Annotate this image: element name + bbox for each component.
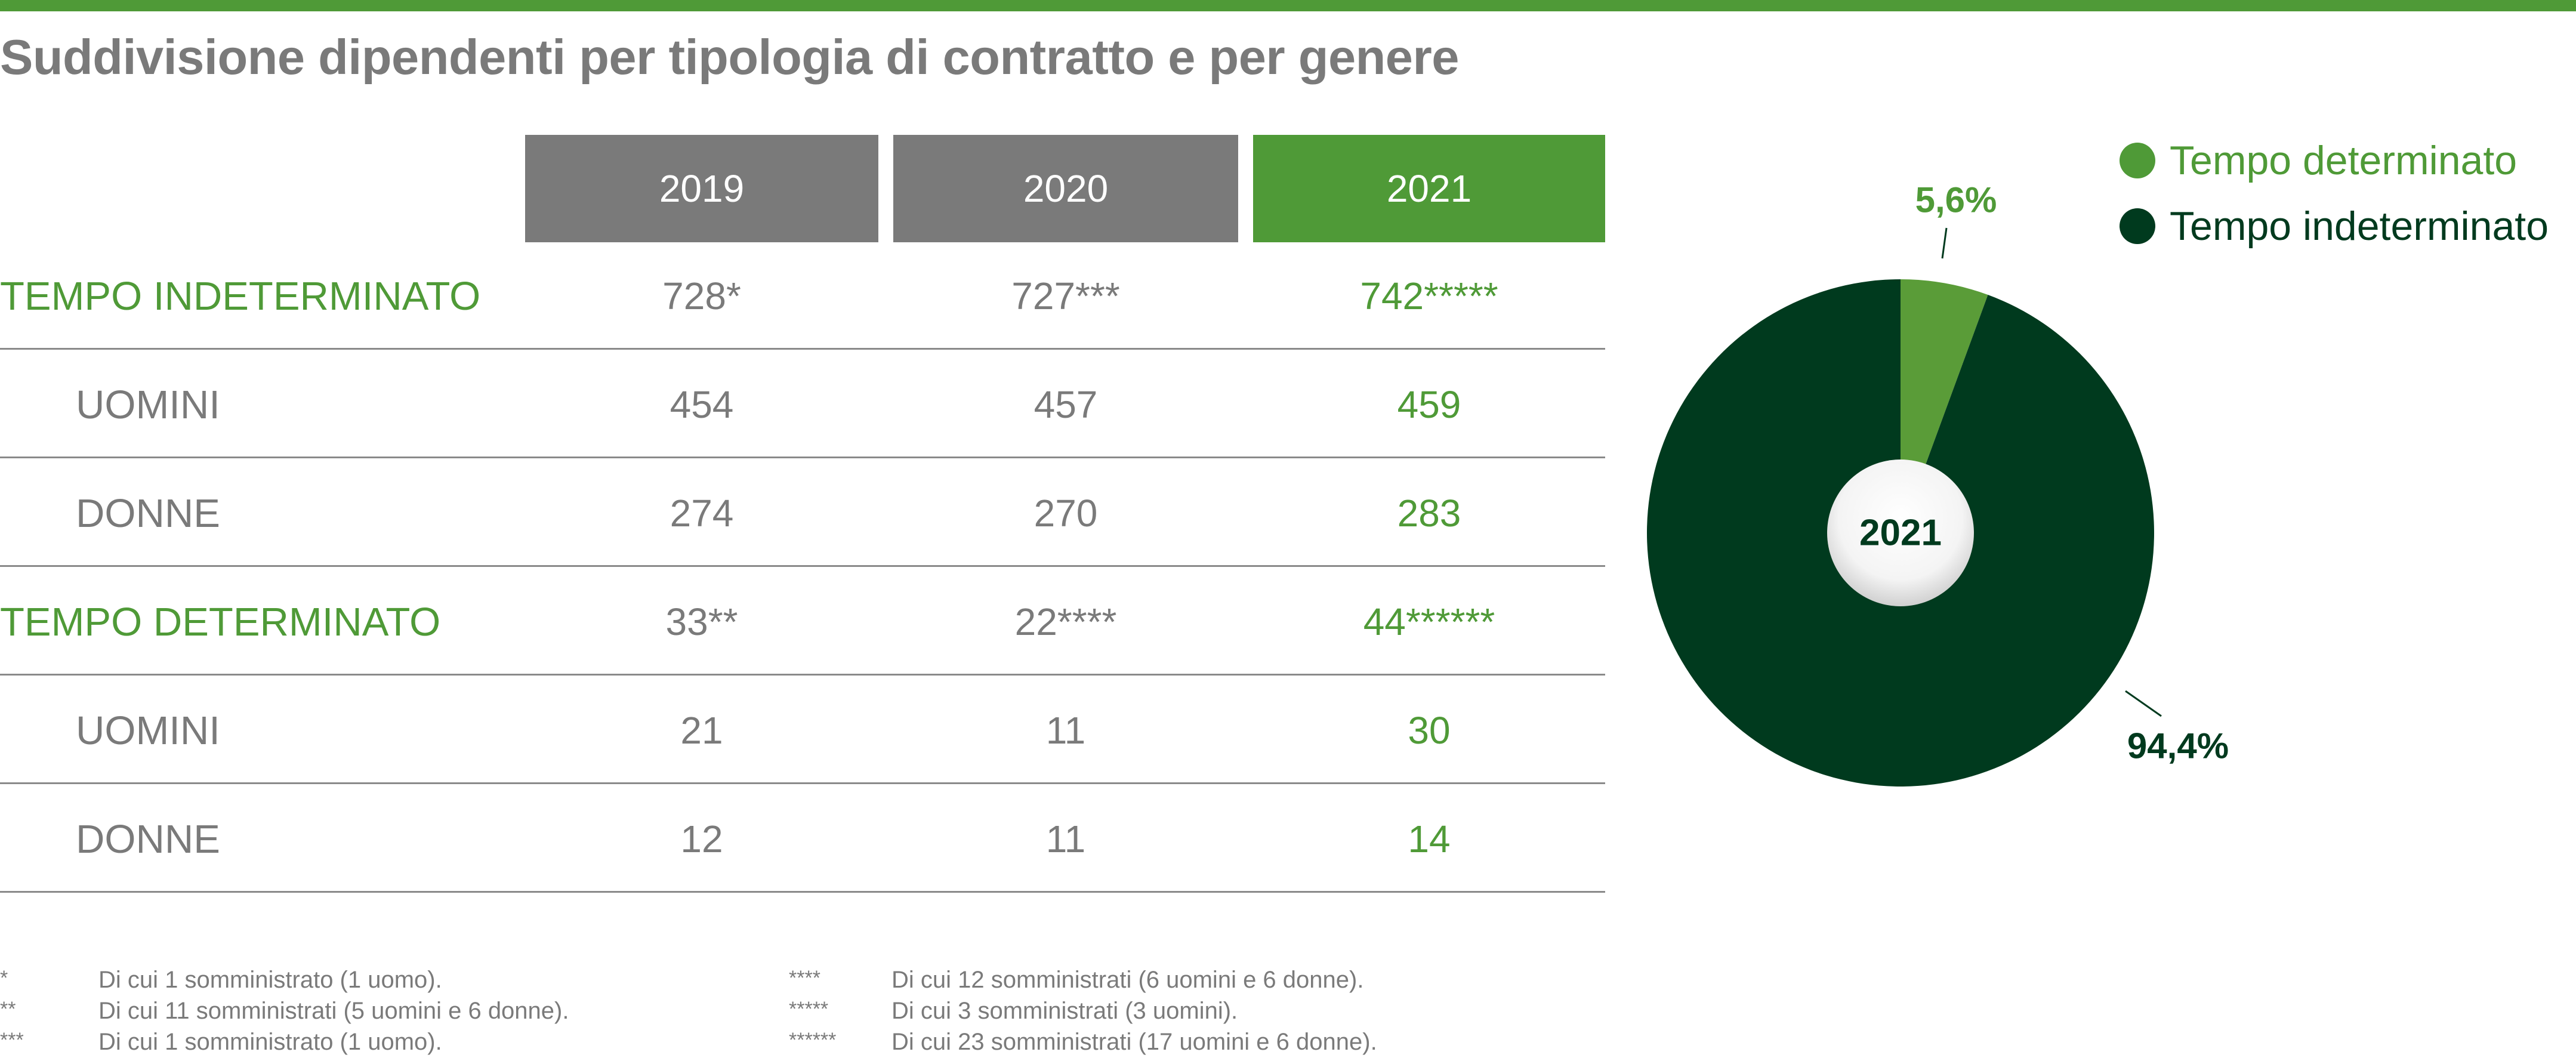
table-row: DONNE 274 270 283 (0, 459, 1605, 567)
footnote-text: Di cui 3 somministrati (3 uomini). (891, 998, 1238, 1024)
page-title: Suddivisione dipendenti per tipologia di… (0, 29, 1459, 85)
legend-label-determinato: Tempo determinato (2170, 138, 2518, 183)
table-cell-2019: 274 (670, 492, 734, 535)
leader-line-indeterminato (2125, 690, 2162, 717)
table-row: TEMPO INDETERMINATO 728* 727*** 742***** (0, 242, 1605, 350)
legend-item-tempo-indeterminato: Tempo indeterminato (2120, 203, 2549, 249)
table-cell-2020: 727*** (1011, 275, 1120, 317)
slice-label-indeterminato: 94,4% (2127, 726, 2229, 766)
legend-label-indeterminato: Tempo indeterminato (2170, 203, 2549, 249)
donut-center-label: 2021 (1859, 513, 1942, 554)
footnote-text: Di cui 23 somministrati (17 uomini e 6 d… (891, 1029, 1377, 1055)
table-cell-2019: 21 (680, 709, 723, 752)
table-cell-2021: 30 (1408, 709, 1451, 752)
legend-dot-indeterminato (2120, 208, 2155, 244)
table-row: DONNE 12 11 14 (0, 785, 1605, 893)
footnote-text: Di cui 11 somministrati (5 uomini e 6 do… (98, 998, 569, 1024)
footnote-text: Di cui 12 somministrati (6 uomini e 6 do… (891, 967, 1364, 993)
footnote-text: Di cui 1 somministrato (1 uomo). (98, 1029, 442, 1055)
row-label: TEMPO INDETERMINATO (0, 273, 481, 319)
table-cell-2019: 728* (662, 275, 741, 317)
footnote-mark: * (0, 967, 8, 989)
year-header-2019: 2019 (525, 135, 878, 242)
leader-line-determinato (1941, 227, 1948, 259)
footnote-mark: **** (789, 967, 820, 989)
footnote-mark: ***** (789, 998, 829, 1020)
legend-dot-determinato (2120, 143, 2155, 178)
donut-chart: 2021 5,6% 94,4% (1646, 180, 2229, 787)
footnote-text: Di cui 1 somministrato (1 uomo). (98, 967, 442, 993)
row-label: UOMINI (76, 708, 220, 753)
table-cell-2020: 11 (1045, 818, 1086, 861)
row-label: TEMPO DETERMINATO (0, 599, 441, 644)
donut-hole (1827, 459, 1974, 606)
table-cell-2021: 44****** (1363, 600, 1495, 643)
footnote-mark: ****** (789, 1029, 837, 1051)
table-cell-2019: 12 (680, 818, 723, 861)
footnote-mark: *** (0, 1029, 24, 1051)
table-cell-2021: 459 (1397, 383, 1461, 426)
table-row: UOMINI 454 457 459 (0, 351, 1605, 458)
table-cell-2020: 11 (1045, 709, 1086, 752)
table-row: TEMPO DETERMINATO 33** 22**** 44****** (0, 568, 1605, 676)
table-cell-2021: 742***** (1360, 275, 1498, 317)
table-cell-2020: 270 (1034, 492, 1098, 535)
year-header-2021: 2021 (1253, 135, 1605, 242)
row-label: DONNE (76, 491, 220, 536)
year-header-2020: 2020 (893, 135, 1238, 242)
table-cell-2021: 283 (1397, 492, 1461, 535)
table-cell-2021: 14 (1408, 818, 1451, 861)
row-label: UOMINI (76, 382, 220, 427)
top-accent-bar (0, 0, 2576, 11)
legend-item-tempo-determinato: Tempo determinato (2120, 137, 2517, 184)
table-cell-2019: 33** (665, 600, 738, 643)
table-cell-2020: 22**** (1014, 600, 1117, 643)
footnote-mark: ** (0, 998, 16, 1020)
slice-label-determinato: 5,6% (1915, 180, 1997, 220)
table-cell-2019: 454 (670, 383, 734, 426)
table-row: UOMINI 21 11 30 (0, 677, 1605, 784)
table-cell-2020: 457 (1034, 383, 1098, 426)
row-label: DONNE (76, 816, 220, 862)
